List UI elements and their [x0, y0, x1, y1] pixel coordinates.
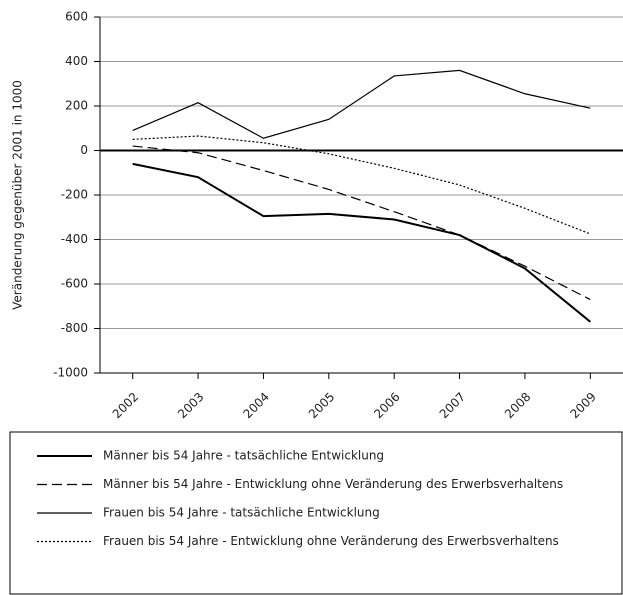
y-axis-label: Veränderung gegenüber 2001 in 1000 [11, 80, 25, 310]
x-tick-label: 2008 [502, 390, 533, 421]
legend-label: Männer bis 54 Jahre - Entwicklung ohne V… [103, 477, 563, 491]
legend-label: Frauen bis 54 Jahre - Entwicklung ohne V… [103, 534, 559, 548]
series-line [132, 135, 591, 235]
legend-label: Männer bis 54 Jahre - tatsächliche Entwi… [103, 449, 384, 463]
x-tick-label: 2006 [371, 390, 402, 421]
x-tick-label: 2003 [175, 390, 206, 421]
legend-box [9, 431, 623, 595]
series-line [132, 162, 591, 323]
series-line [132, 69, 591, 139]
series-line [132, 145, 591, 301]
y-tick-label: 0 [80, 143, 88, 157]
y-tick-label: 600 [65, 10, 88, 24]
y-tick-label: -1000 [53, 366, 88, 380]
y-tick-label: -200 [61, 188, 88, 202]
y-tick-label: -600 [61, 277, 88, 291]
x-tick-label: 2009 [567, 390, 598, 421]
y-tick-label: 200 [65, 99, 88, 113]
y-tick-label: 400 [65, 54, 88, 68]
y-tick-label: -800 [61, 321, 88, 335]
y-tick-label: -400 [61, 232, 88, 246]
x-tick-label: 2007 [437, 390, 468, 421]
x-tick-label: 2004 [241, 390, 272, 421]
x-tick-label: 2005 [306, 390, 337, 421]
legend-label: Frauen bis 54 Jahre - tatsächliche Entwi… [103, 506, 380, 520]
x-tick-label: 2002 [110, 390, 141, 421]
